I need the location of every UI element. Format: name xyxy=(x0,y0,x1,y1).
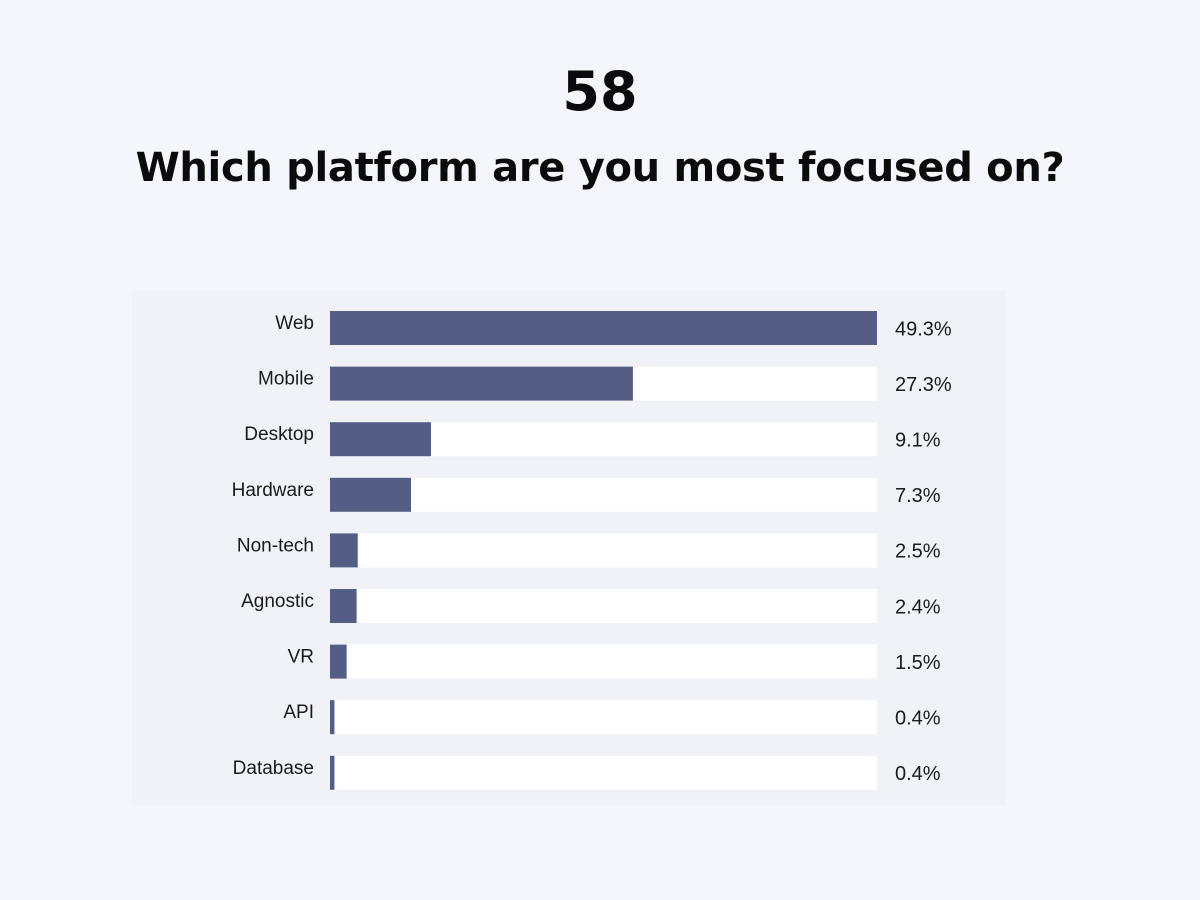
chart-panel: Web 49.3% Mobile 27.3% Desktop 9.1% Hardware 7.… xyxy=(132,291,1006,805)
bar xyxy=(330,366,633,401)
bar-track xyxy=(330,755,877,790)
category-label: Mobile xyxy=(258,369,314,390)
bar xyxy=(330,700,335,735)
bar xyxy=(330,644,347,679)
category-label: Agnostic xyxy=(241,591,314,612)
bar xyxy=(330,755,335,790)
bar-row: Agnostic 2.4% xyxy=(241,589,941,623)
category-label: Web xyxy=(275,313,314,334)
bar-chart: Web 49.3% Mobile 27.3% Desktop 9.1% Hardware 7.… xyxy=(232,311,952,790)
bar xyxy=(330,422,431,457)
category-label: Database xyxy=(233,758,314,779)
bar-track xyxy=(330,477,877,512)
value-label: 7.3% xyxy=(895,485,941,507)
bar-row: Desktop 9.1% xyxy=(244,422,941,457)
value-label: 9.1% xyxy=(895,429,941,451)
question-number: 58 xyxy=(562,60,638,123)
question-title: Which platform are you most focused on? xyxy=(135,145,1065,191)
bar xyxy=(330,311,877,345)
value-label: 0.4% xyxy=(895,763,941,785)
bar-row: Mobile 27.3% xyxy=(258,366,952,401)
category-label: Non-tech xyxy=(237,535,314,556)
bar-row: Web 49.3% xyxy=(275,311,952,345)
value-label: 27.3% xyxy=(895,374,952,396)
value-label: 1.5% xyxy=(895,652,941,674)
category-label: Hardware xyxy=(232,480,314,501)
bar-row: API 0.4% xyxy=(283,700,941,735)
category-label: Desktop xyxy=(244,424,314,445)
bar-track xyxy=(330,589,877,623)
bar-track xyxy=(330,644,877,679)
value-label: 49.3% xyxy=(895,318,952,340)
category-label: VR xyxy=(288,647,314,668)
value-label: 0.4% xyxy=(895,707,941,729)
bar xyxy=(330,589,357,623)
bar-row: Hardware 7.3% xyxy=(232,477,941,512)
category-label: API xyxy=(283,702,314,723)
bar-row: VR 1.5% xyxy=(288,644,941,679)
bar-row: Database 0.4% xyxy=(233,755,941,790)
value-label: 2.5% xyxy=(895,541,941,563)
bar-track xyxy=(330,700,877,735)
bar-row: Non-tech 2.5% xyxy=(237,533,941,568)
bar-track xyxy=(330,533,877,568)
bar xyxy=(330,533,358,568)
bar xyxy=(330,477,411,512)
value-label: 2.4% xyxy=(895,596,941,618)
